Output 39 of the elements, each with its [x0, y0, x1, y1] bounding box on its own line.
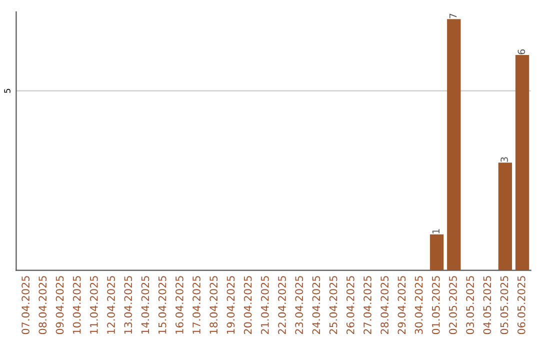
- x-tick-label: 27.04.2025: [364, 276, 372, 334]
- x-tick-label: 28.04.2025: [380, 276, 389, 334]
- x-tick-label: 17.04.2025: [192, 276, 200, 334]
- x-tick-label: 14.04.2025: [141, 276, 150, 334]
- bar: [430, 234, 444, 270]
- x-tick-label: 06.05.2025: [517, 276, 526, 334]
- x-tick-label: 13.04.2025: [124, 276, 132, 334]
- bar: [447, 19, 461, 270]
- x-tick-label: 11.04.2025: [90, 276, 98, 334]
- x-tick-label: 21.04.2025: [260, 276, 269, 334]
- x-tick-label: 29.04.2025: [398, 276, 406, 334]
- bar: [515, 54, 530, 270]
- x-tick-label: 09.04.2025: [56, 276, 64, 334]
- x-tick-label: 24.04.2025: [312, 276, 320, 334]
- x-tick-label: 08.04.2025: [38, 276, 47, 334]
- bar: [498, 162, 512, 270]
- x-tick-label: 05.05.2025: [500, 276, 508, 334]
- x-tick-label: 01.05.2025: [432, 276, 440, 334]
- x-tick-label: 16.04.2025: [175, 276, 184, 334]
- x-tick-label: 19.04.2025: [226, 276, 235, 334]
- data-label: 7: [449, 14, 457, 18]
- data-label: 6: [518, 49, 526, 54]
- x-tick-label: 03.05.2025: [466, 276, 474, 334]
- x-tick-label: 20.04.2025: [244, 276, 252, 334]
- x-tick-label: 10.04.2025: [72, 276, 81, 334]
- x-tick-label: 12.04.2025: [107, 276, 115, 334]
- x-tick-label: 23.04.2025: [295, 276, 304, 334]
- x-tick-label: 30.04.2025: [414, 276, 423, 334]
- x-tick-label: 04.05.2025: [483, 276, 492, 334]
- x-tick-label: 22.04.2025: [278, 276, 286, 334]
- y-tick-label: 5: [4, 88, 10, 93]
- x-tick-label: 26.04.2025: [346, 276, 354, 334]
- x-tick-label: 07.04.2025: [22, 276, 30, 334]
- x-tick-label: 25.04.2025: [329, 276, 338, 334]
- x-tick-label: 15.04.2025: [158, 276, 166, 334]
- data-label: 3: [500, 157, 508, 162]
- x-tick-label: 02.05.2025: [449, 276, 457, 334]
- x-tick-label: 18.04.2025: [210, 276, 218, 334]
- data-label: 1: [432, 229, 440, 234]
